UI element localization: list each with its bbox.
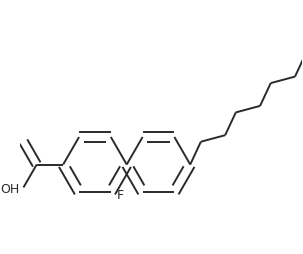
Text: F: F — [117, 189, 124, 202]
Text: OH: OH — [1, 183, 20, 196]
